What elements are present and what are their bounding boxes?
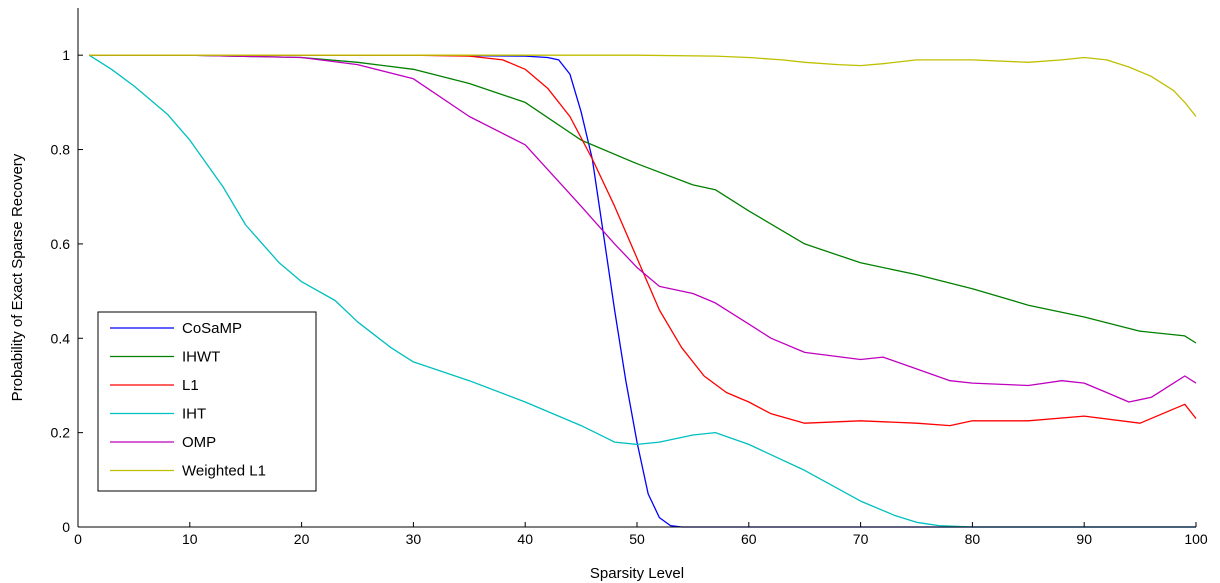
legend-label-weighted-l1: Weighted L1 <box>182 463 266 480</box>
x-tick-label: 60 <box>741 531 757 547</box>
x-tick-label: 70 <box>853 531 869 547</box>
legend-label-cosamp: CoSaMP <box>182 320 242 337</box>
x-axis-title: Sparsity Level <box>590 565 684 582</box>
series-line-omp <box>89 54 1197 403</box>
y-tick-label: 0.4 <box>51 330 71 346</box>
x-tick-label: 0 <box>74 531 82 547</box>
series-line-ihwt <box>89 54 1197 344</box>
legend-label-ihwt: IHWT <box>182 349 220 366</box>
x-tick-label: 100 <box>1184 531 1208 547</box>
legend-label-l1: L1 <box>182 377 199 394</box>
x-tick-label: 10 <box>182 531 198 547</box>
series-line-iht <box>88 54 1196 528</box>
series-line-l1 <box>89 54 1197 427</box>
legend-label-iht: IHT <box>182 406 206 423</box>
legend-box <box>97 311 317 492</box>
x-tick-label: 20 <box>294 531 310 547</box>
x-tick-label: 50 <box>629 531 645 547</box>
x-tick-label: 30 <box>406 531 422 547</box>
x-tick-label: 80 <box>965 531 981 547</box>
legend-label-omp: OMP <box>182 434 216 451</box>
y-tick-label: 0.6 <box>51 236 71 252</box>
x-tick-label: 90 <box>1076 531 1092 547</box>
series-line-weighted-l1 <box>89 54 1197 117</box>
y-axis-title: Probability of Exact Sparse Recovery <box>9 153 26 401</box>
y-tick-label: 0.2 <box>51 425 71 441</box>
y-tick-label: 0 <box>62 519 70 535</box>
y-tick-label: 0.8 <box>51 142 71 158</box>
axes-layer: 0 10 20 30 40 50 60 70 80 90 100 0 0.2 0.4 0.6 0.8 1 <box>51 8 1208 547</box>
y-tick-label: 1 <box>62 47 70 63</box>
legend: CoSaMP IHWT L1 IHT OMP Weighted L1 <box>97 311 317 492</box>
x-tick-label: 40 <box>517 531 533 547</box>
